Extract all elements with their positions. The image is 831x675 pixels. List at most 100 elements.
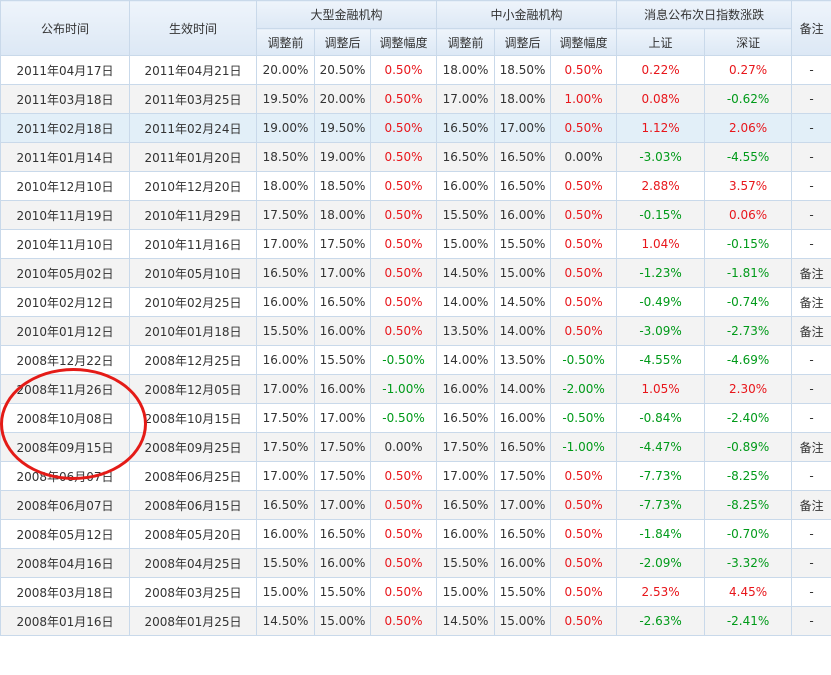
shanghai-change-cell: 0.08% (616, 84, 706, 114)
shenzhen-change-cell: -0.62% (704, 84, 793, 114)
publish-date-cell: 2010年11月10日 (0, 229, 130, 259)
large-before-cell: 15.50% (256, 548, 315, 578)
publish-date-cell: 2010年01月12日 (0, 316, 130, 346)
large-after-cell: 16.50% (314, 519, 371, 549)
large-change-cell: 0.50% (369, 519, 438, 549)
remark-cell[interactable]: 备注 (791, 258, 831, 288)
publish-date-cell: 2008年06月07日 (0, 461, 130, 491)
header-large-after: 调整后 (314, 28, 371, 56)
table-row: 2011年02月18日 2011年02月24日 19.00% 19.50% 0.50% 1… (0, 113, 831, 143)
large-after-cell: 16.00% (314, 548, 371, 578)
remark-cell: - (791, 229, 831, 259)
large-after-cell: 16.00% (314, 374, 371, 404)
effective-date-cell: 2008年12月05日 (129, 374, 257, 404)
small-after-cell: 16.00% (494, 403, 552, 433)
effective-date-cell: 2010年02月25日 (129, 287, 257, 317)
large-before-cell: 16.00% (256, 345, 315, 375)
effective-date-cell: 2008年03月25日 (129, 577, 257, 607)
small-before-cell: 16.00% (436, 171, 496, 201)
small-before-cell: 15.50% (436, 548, 496, 578)
large-after-cell: 17.50% (314, 432, 371, 462)
small-after-cell: 18.50% (494, 55, 552, 85)
shenzhen-change-cell: -4.55% (704, 142, 793, 172)
small-after-cell: 16.50% (494, 171, 552, 201)
publish-date-cell: 2008年01月16日 (0, 606, 130, 636)
shenzhen-change-cell: 4.45% (704, 577, 793, 607)
shanghai-change-cell: -1.84% (616, 519, 706, 549)
table-row: 2010年05月02日 2010年05月10日 16.50% 17.00% 0.50% 1… (0, 258, 831, 288)
small-change-cell: -0.50% (550, 345, 618, 375)
header-small-range: 调整幅度 (550, 28, 618, 56)
shanghai-change-cell: -3.09% (616, 316, 706, 346)
shanghai-change-cell: -0.15% (616, 200, 706, 230)
large-before-cell: 17.50% (256, 432, 315, 462)
large-after-cell: 18.00% (314, 200, 371, 230)
small-change-cell: -2.00% (550, 374, 618, 404)
small-before-cell: 16.50% (436, 403, 496, 433)
shenzhen-change-cell: -0.89% (704, 432, 793, 462)
small-change-cell: 0.50% (550, 113, 618, 143)
shanghai-change-cell: -4.47% (616, 432, 706, 462)
large-change-cell: -1.00% (369, 374, 438, 404)
small-after-cell: 16.00% (494, 548, 552, 578)
large-before-cell: 16.00% (256, 287, 315, 317)
table-row: 2008年06月07日 2008年06月15日 16.50% 17.00% 0.50% 1… (0, 490, 831, 520)
remark-cell: - (791, 171, 831, 201)
publish-date-cell: 2008年04月16日 (0, 548, 130, 578)
small-change-cell: 0.50% (550, 200, 618, 230)
large-after-cell: 19.50% (314, 113, 371, 143)
remark-cell[interactable]: 备注 (791, 287, 831, 317)
large-change-cell: 0.50% (369, 113, 438, 143)
effective-date-cell: 2008年06月15日 (129, 490, 257, 520)
small-after-cell: 17.00% (494, 113, 552, 143)
small-change-cell: 0.50% (550, 548, 618, 578)
small-after-cell: 16.50% (494, 519, 552, 549)
table-header: 公布时间 生效时间 大型金融机构 中小金融机构 消息公布次日指数涨跌 备注 调整… (0, 0, 831, 56)
small-before-cell: 16.00% (436, 374, 496, 404)
remark-cell[interactable]: 备注 (791, 432, 831, 462)
large-change-cell: 0.50% (369, 287, 438, 317)
table-row: 2010年01月12日 2010年01月18日 15.50% 16.00% 0.50% 1… (0, 316, 831, 346)
publish-date-cell: 2008年12月22日 (0, 345, 130, 375)
table-row: 2008年10月08日 2008年10月15日 17.50% 17.00% -0.50%… (0, 403, 831, 433)
large-after-cell: 19.00% (314, 142, 371, 172)
table-row: 2008年11月26日 2008年12月05日 17.00% 16.00% -1.00%… (0, 374, 831, 404)
small-change-cell: 0.50% (550, 490, 618, 520)
header-large-range: 调整幅度 (369, 28, 438, 56)
large-after-cell: 15.50% (314, 345, 371, 375)
large-before-cell: 17.50% (256, 200, 315, 230)
table-row: 2011年01月14日 2011年01月20日 18.50% 19.00% 0.50% 1… (0, 142, 831, 172)
small-change-cell: 0.50% (550, 519, 618, 549)
effective-date-cell: 2011年03月25日 (129, 84, 257, 114)
remark-cell[interactable]: 备注 (791, 316, 831, 346)
small-after-cell: 16.50% (494, 432, 552, 462)
large-before-cell: 16.50% (256, 490, 315, 520)
large-before-cell: 17.00% (256, 229, 315, 259)
small-after-cell: 15.00% (494, 606, 552, 636)
publish-date-cell: 2008年03月18日 (0, 577, 130, 607)
header-effective-time: 生效时间 (129, 0, 257, 56)
large-change-cell: -0.50% (369, 403, 438, 433)
shanghai-change-cell: 0.22% (616, 55, 706, 85)
remark-cell[interactable]: 备注 (791, 490, 831, 520)
large-change-cell: 0.50% (369, 200, 438, 230)
small-after-cell: 17.00% (494, 490, 552, 520)
publish-date-cell: 2008年11月26日 (0, 374, 130, 404)
small-after-cell: 13.50% (494, 345, 552, 375)
small-after-cell: 14.00% (494, 374, 552, 404)
small-after-cell: 17.50% (494, 461, 552, 491)
header-publish-time: 公布时间 (0, 0, 130, 56)
publish-date-cell: 2008年05月12日 (0, 519, 130, 549)
large-before-cell: 18.00% (256, 171, 315, 201)
shanghai-change-cell: 1.04% (616, 229, 706, 259)
small-after-cell: 15.50% (494, 577, 552, 607)
table-row: 2008年03月18日 2008年03月25日 15.00% 15.50% 0.50% 1… (0, 577, 831, 607)
header-next-day-index-change: 消息公布次日指数涨跌 (616, 0, 793, 29)
remark-cell: - (791, 345, 831, 375)
large-before-cell: 19.50% (256, 84, 315, 114)
shanghai-change-cell: -7.73% (616, 461, 706, 491)
remark-cell: - (791, 142, 831, 172)
header-large-institutions: 大型金融机构 (255, 0, 438, 29)
effective-date-cell: 2008年01月25日 (129, 606, 257, 636)
shanghai-change-cell: -7.73% (616, 490, 706, 520)
